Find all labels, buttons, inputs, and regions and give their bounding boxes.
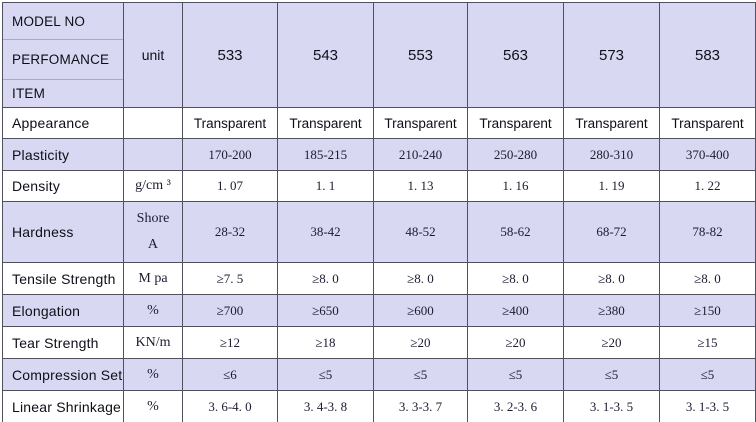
value-cell: Transparent — [278, 108, 374, 139]
unit-density: g/cm ³ — [124, 171, 183, 202]
value-cell: 1. 1 — [278, 171, 374, 202]
unit-plasticity — [124, 139, 183, 171]
value-cell: 1. 07 — [183, 171, 278, 202]
header-unit-cell: unit — [124, 3, 183, 108]
value-cell: Transparent — [183, 108, 278, 139]
row-label-elongation: Elongation — [3, 295, 124, 327]
header-corner-cell: MODEL NO PERFOMANCE ITEM — [3, 3, 124, 108]
value-cell: 170-200 — [183, 139, 278, 171]
header-model-583: 583 — [660, 3, 756, 108]
value-cell: 1. 19 — [564, 171, 660, 202]
value-cell: ≥20 — [564, 327, 660, 359]
value-cell: ≥700 — [183, 295, 278, 327]
value-cell: ≥8. 0 — [374, 263, 468, 295]
value-cell: 3. 3-3. 7 — [374, 391, 468, 422]
value-cell: ≥150 — [660, 295, 756, 327]
value-cell: 1. 16 — [468, 171, 564, 202]
row-label-plasticity: Plasticity — [3, 139, 124, 171]
value-cell: ≥20 — [468, 327, 564, 359]
row-label-tear-strength: Tear Strength — [3, 327, 124, 359]
value-cell: ≥650 — [278, 295, 374, 327]
value-cell: ≥380 — [564, 295, 660, 327]
value-cell: 68-72 — [564, 202, 660, 263]
value-cell: Transparent — [374, 108, 468, 139]
value-cell: ≤5 — [660, 359, 756, 391]
value-cell: 1. 22 — [660, 171, 756, 202]
value-cell: ≤6 — [183, 359, 278, 391]
value-cell: ≤5 — [278, 359, 374, 391]
value-cell: ≥8. 0 — [468, 263, 564, 295]
value-cell: ≥20 — [374, 327, 468, 359]
value-cell: 3. 1-3. 5 — [660, 391, 756, 422]
unit-linear-shrinkage: % — [124, 391, 183, 422]
value-cell: Transparent — [468, 108, 564, 139]
value-cell: 1. 13 — [374, 171, 468, 202]
value-cell: 210-240 — [374, 139, 468, 171]
header-model-533: 533 — [183, 3, 278, 108]
value-cell: ≤5 — [468, 359, 564, 391]
row-label-linear-shrinkage: Linear Shrinkage — [3, 391, 124, 422]
value-cell: 78-82 — [660, 202, 756, 263]
value-cell: 28-32 — [183, 202, 278, 263]
value-cell: 3. 4-3. 8 — [278, 391, 374, 422]
value-cell: 280-310 — [564, 139, 660, 171]
unit-elongation: % — [124, 295, 183, 327]
value-cell: ≥12 — [183, 327, 278, 359]
header-model-563: 563 — [468, 3, 564, 108]
header-model-553: 553 — [374, 3, 468, 108]
row-label-tensile-strength: Tensile Strength — [3, 263, 124, 295]
header-model-573: 573 — [564, 3, 660, 108]
value-cell: ≤5 — [374, 359, 468, 391]
value-cell: 48-52 — [374, 202, 468, 263]
unit-compression-set: % — [124, 359, 183, 391]
header-model-543: 543 — [278, 3, 374, 108]
value-cell: 58-62 — [468, 202, 564, 263]
row-label-density: Density — [3, 171, 124, 202]
unit-hardness: Shore A — [124, 202, 183, 263]
value-cell: ≥7. 5 — [183, 263, 278, 295]
header-perfomance-label: PERFOMANCE — [3, 40, 123, 80]
value-cell: 3. 1-3. 5 — [564, 391, 660, 422]
unit-tear-strength: KN/m — [124, 327, 183, 359]
value-cell: ≥600 — [374, 295, 468, 327]
value-cell: Transparent — [564, 108, 660, 139]
row-label-compression-set: Compression Set — [3, 359, 124, 391]
header-item-label: ITEM — [12, 86, 46, 101]
value-cell: Transparent — [660, 108, 756, 139]
value-cell: 185-215 — [278, 139, 374, 171]
unit-tensile-strength: M pa — [124, 263, 183, 295]
value-cell: ≥18 — [278, 327, 374, 359]
unit-appearance — [124, 108, 183, 139]
row-label-appearance: Appearance — [3, 108, 124, 139]
value-cell: 3. 2-3. 6 — [468, 391, 564, 422]
value-cell: 370-400 — [660, 139, 756, 171]
value-cell: ≥400 — [468, 295, 564, 327]
value-cell: 250-280 — [468, 139, 564, 171]
value-cell: 3. 6-4. 0 — [183, 391, 278, 422]
value-cell: 38-42 — [278, 202, 374, 263]
value-cell: ≥15 — [660, 327, 756, 359]
row-label-hardness: Hardness — [3, 202, 124, 263]
header-model-no-label: MODEL NO — [3, 3, 123, 40]
value-cell: ≤5 — [564, 359, 660, 391]
value-cell: ≥8. 0 — [278, 263, 374, 295]
value-cell: ≥8. 0 — [564, 263, 660, 295]
value-cell: ≥8. 0 — [660, 263, 756, 295]
